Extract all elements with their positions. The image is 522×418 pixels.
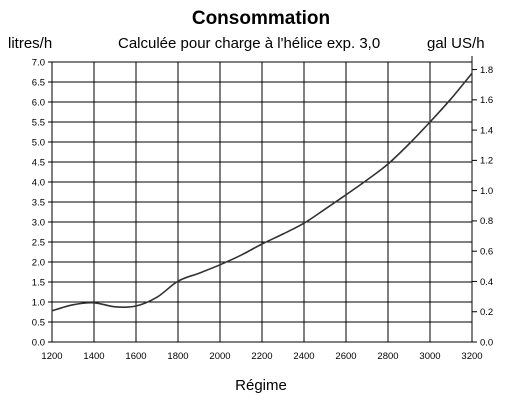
y-tick-label: 6.0 (32, 97, 45, 108)
x-tick-label: 2600 (335, 351, 356, 362)
consumption-series-line (51, 72, 473, 312)
x-tick-label: 3000 (419, 351, 440, 362)
y-tick-label: 5.5 (32, 117, 45, 128)
y-tick-label: 6.5 (32, 77, 45, 88)
y-tick-label: 3.5 (32, 197, 45, 208)
x-tick-label: 2200 (251, 351, 272, 362)
y2-tick-label: 0.4 (480, 277, 493, 288)
y-tick-label: 1.5 (32, 277, 45, 288)
x-tick-label: 1600 (125, 351, 146, 362)
chart-subtitle: Calculée pour charge à l'hélice exp. 3,0 (118, 35, 381, 52)
y2-tick-label: 0.8 (480, 216, 493, 227)
y-tick-label: 2.0 (32, 257, 45, 268)
y2-tick-label: 0.0 (480, 337, 493, 348)
y-tick-label: 2.5 (32, 237, 45, 248)
y2-tick-label: 0.6 (480, 246, 493, 257)
x-axis-label: Régime (235, 377, 287, 394)
y2-tick-label: 1.4 (480, 125, 493, 136)
y-tick-label: 1.0 (32, 297, 45, 308)
y-tick-label: 5.0 (32, 137, 45, 148)
y-tick-label: 0.0 (32, 337, 45, 348)
y2-tick-label: 1.0 (480, 186, 493, 197)
y2-tick-label: 1.2 (480, 156, 493, 167)
y-tick-label: 7.0 (32, 57, 45, 68)
y2-tick-label: 1.8 (480, 65, 493, 76)
y-axis-label-left: litres/h (8, 35, 53, 52)
x-tick-label: 1400 (83, 351, 104, 362)
x-tick-label: 1200 (41, 351, 62, 362)
x-tick-label: 3200 (461, 351, 482, 362)
y-tick-label: 4.0 (32, 177, 45, 188)
chart-title: Consommation (191, 8, 331, 29)
x-tick-label: 2000 (209, 351, 230, 362)
x-tick-label: 2800 (377, 351, 398, 362)
x-tick-label: 1800 (167, 351, 188, 362)
y-axis-label-right: gal US/h (427, 35, 485, 52)
y-tick-label: 3.0 (32, 217, 45, 228)
y-tick-label: 4.5 (32, 157, 45, 168)
x-tick-label: 2400 (293, 351, 314, 362)
y-tick-label: 0.5 (32, 317, 45, 328)
y2-tick-label: 1.6 (480, 95, 493, 106)
y2-tick-label: 0.2 (480, 307, 493, 318)
